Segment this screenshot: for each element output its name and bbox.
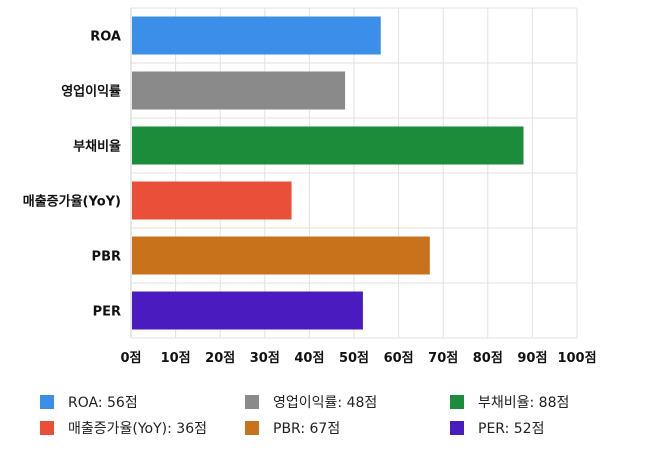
- bar: [132, 16, 381, 55]
- x-tick-label: 70점: [428, 351, 458, 366]
- x-tick-label: 50점: [339, 351, 369, 366]
- x-tick-label: 20점: [205, 351, 235, 366]
- bar: [132, 126, 524, 165]
- legend-swatch: [40, 395, 54, 409]
- legend-item: 영업이익률: 48점: [245, 393, 377, 411]
- legend-swatch: [245, 421, 259, 435]
- legend-label: 영업이익률: 48점: [273, 395, 378, 411]
- legend-label: 매출증가율(YoY): 36점: [68, 421, 207, 437]
- x-tick-label: 60점: [384, 351, 414, 366]
- bar: [132, 291, 363, 330]
- category-label: 영업이익률: [61, 84, 121, 100]
- legend-item: 부채비율: 88점: [450, 393, 569, 411]
- category-label: ROA: [90, 30, 121, 45]
- legend-item: PBR: 67점: [245, 419, 340, 437]
- legend-label: PBR: 67점: [273, 421, 341, 437]
- category-label: 매출증가율(YoY): [23, 194, 121, 210]
- legend-label: PER: 52점: [478, 421, 545, 437]
- x-tick-label: 10점: [161, 351, 191, 366]
- legend-swatch: [245, 395, 259, 409]
- legend-item: 매출증가율(YoY): 36점: [40, 419, 207, 437]
- x-tick-label: 90점: [517, 351, 547, 366]
- x-tick-label: 100점: [557, 351, 596, 366]
- legend-label: ROA: 56점: [68, 395, 138, 411]
- bar: [132, 236, 430, 275]
- legend-swatch: [450, 421, 464, 435]
- x-tick-label: 30점: [250, 351, 280, 366]
- legend-item: PER: 52점: [450, 419, 544, 437]
- x-tick-labels: 0점 10점 20점 30점 40점 50점 60점 70점 80점 90점 100점: [120, 351, 596, 366]
- legend-swatch: [450, 395, 464, 409]
- legend-label: 부채비율: 88점: [478, 395, 570, 411]
- legend-item: ROA: 56점: [40, 393, 138, 411]
- category-label: 부채비율: [73, 139, 121, 155]
- x-tick-label: 0점: [120, 351, 141, 366]
- grid-lines: [130, 7, 578, 339]
- legend-swatch: [40, 421, 54, 435]
- category-label: PER: [93, 305, 121, 320]
- x-tick-label: 40점: [294, 351, 324, 366]
- x-tick-label: 80점: [473, 351, 503, 366]
- bars: [132, 16, 524, 330]
- category-label: PBR: [92, 250, 121, 265]
- bar: [132, 181, 292, 220]
- bar: [132, 71, 346, 110]
